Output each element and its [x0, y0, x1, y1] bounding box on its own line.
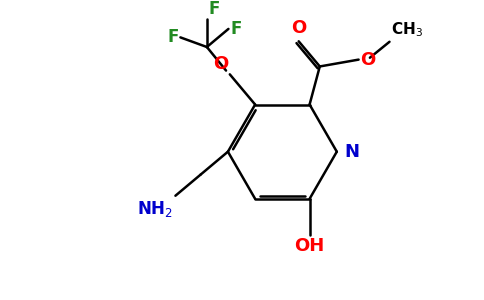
Text: NH$_2$: NH$_2$ — [137, 199, 173, 219]
Text: F: F — [167, 28, 179, 46]
Text: N: N — [344, 143, 359, 161]
Text: OH: OH — [294, 237, 325, 255]
Text: O: O — [212, 56, 228, 74]
Text: F: F — [209, 0, 220, 18]
Text: O: O — [291, 19, 306, 37]
Text: O: O — [361, 51, 376, 69]
Text: CH$_3$: CH$_3$ — [392, 20, 424, 39]
Text: F: F — [230, 20, 242, 38]
